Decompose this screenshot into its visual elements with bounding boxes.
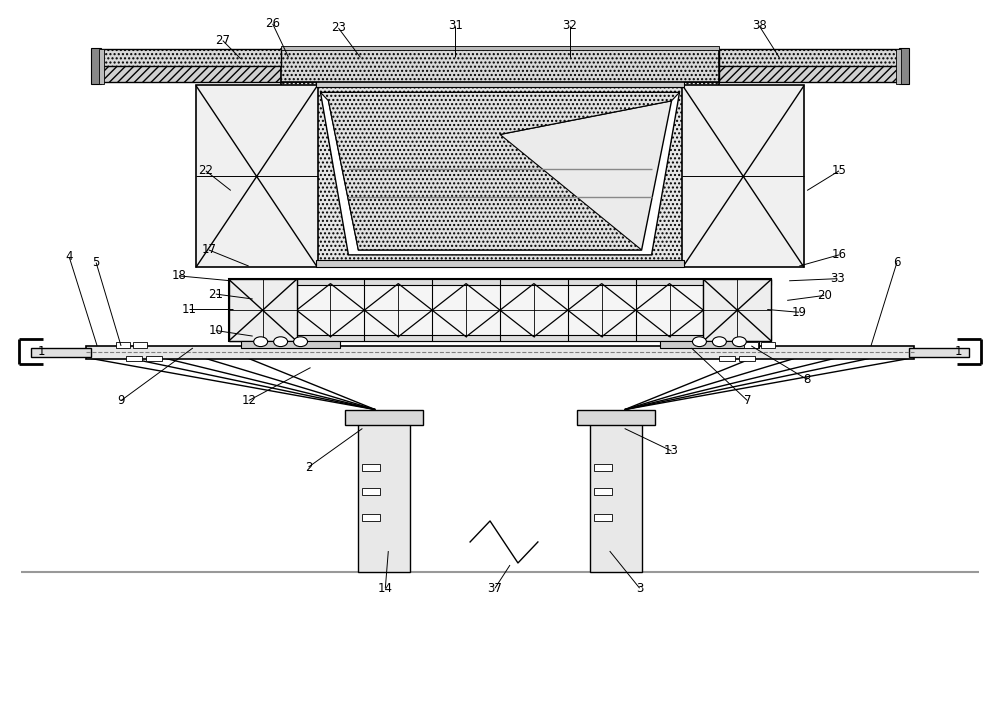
Text: 8: 8	[803, 373, 811, 386]
Bar	[909, 348, 969, 357]
Text: 15: 15	[832, 165, 846, 177]
Bar	[146, 356, 162, 361]
Text: 9: 9	[117, 394, 125, 407]
Text: 20: 20	[817, 289, 832, 302]
Bar	[590, 422, 642, 572]
Circle shape	[294, 337, 308, 347]
Polygon shape	[96, 58, 281, 82]
Bar	[682, 86, 804, 267]
Polygon shape	[281, 82, 719, 266]
Bar	[594, 463, 612, 470]
Circle shape	[732, 337, 746, 347]
Bar	[281, 46, 719, 51]
Bar	[91, 48, 101, 84]
Bar	[316, 261, 684, 267]
Bar	[594, 514, 612, 521]
Text: 27: 27	[215, 34, 230, 47]
Text: 6: 6	[893, 256, 901, 269]
Bar	[362, 463, 380, 470]
Text: 26: 26	[265, 18, 280, 30]
Polygon shape	[320, 92, 680, 255]
Bar	[196, 86, 318, 267]
Text: 32: 32	[562, 20, 577, 32]
Polygon shape	[96, 49, 281, 66]
Bar	[316, 80, 684, 86]
Bar	[241, 341, 340, 348]
Text: 5: 5	[92, 256, 100, 269]
Bar	[345, 410, 423, 425]
Text: 10: 10	[208, 324, 223, 337]
Circle shape	[692, 337, 706, 347]
Bar	[739, 356, 755, 361]
Bar	[358, 422, 410, 572]
Text: 31: 31	[448, 20, 463, 32]
Text: 18: 18	[171, 269, 186, 283]
Text: 4: 4	[65, 250, 73, 264]
Text: 22: 22	[198, 165, 213, 177]
Text: 11: 11	[181, 303, 196, 316]
Bar	[116, 342, 130, 348]
Text: 1: 1	[955, 345, 962, 358]
Text: 13: 13	[664, 444, 679, 458]
Polygon shape	[328, 101, 672, 250]
Bar	[229, 279, 771, 341]
Polygon shape	[719, 58, 904, 82]
Polygon shape	[719, 49, 904, 66]
Text: 38: 38	[752, 20, 767, 32]
Text: 37: 37	[488, 581, 502, 595]
Text: 16: 16	[832, 248, 847, 262]
Bar	[229, 279, 297, 341]
Bar	[744, 342, 758, 348]
Text: 2: 2	[305, 460, 312, 474]
Polygon shape	[320, 92, 680, 250]
Circle shape	[254, 337, 268, 347]
Bar	[126, 356, 142, 361]
Text: 17: 17	[201, 243, 216, 257]
Text: 12: 12	[241, 394, 256, 407]
Bar	[703, 279, 771, 341]
Circle shape	[712, 337, 726, 347]
Text: 7: 7	[744, 394, 751, 407]
Text: 33: 33	[830, 272, 844, 285]
Bar	[99, 49, 104, 84]
Bar	[31, 348, 91, 357]
Text: 1: 1	[38, 345, 45, 358]
Bar	[719, 356, 735, 361]
Bar	[899, 48, 909, 84]
Bar	[229, 335, 771, 341]
Bar	[660, 341, 759, 348]
Bar	[594, 488, 612, 495]
Text: 19: 19	[792, 306, 807, 318]
Bar	[896, 49, 901, 84]
Circle shape	[274, 337, 288, 347]
Bar	[86, 346, 914, 359]
Bar	[761, 342, 775, 348]
Bar	[362, 514, 380, 521]
Text: 21: 21	[208, 288, 223, 301]
Polygon shape	[281, 49, 719, 82]
Bar	[362, 488, 380, 495]
Text: 14: 14	[378, 581, 393, 595]
Text: 23: 23	[331, 22, 346, 34]
Bar	[577, 410, 655, 425]
Text: 3: 3	[636, 581, 643, 595]
Bar	[133, 342, 147, 348]
Bar	[229, 279, 771, 285]
